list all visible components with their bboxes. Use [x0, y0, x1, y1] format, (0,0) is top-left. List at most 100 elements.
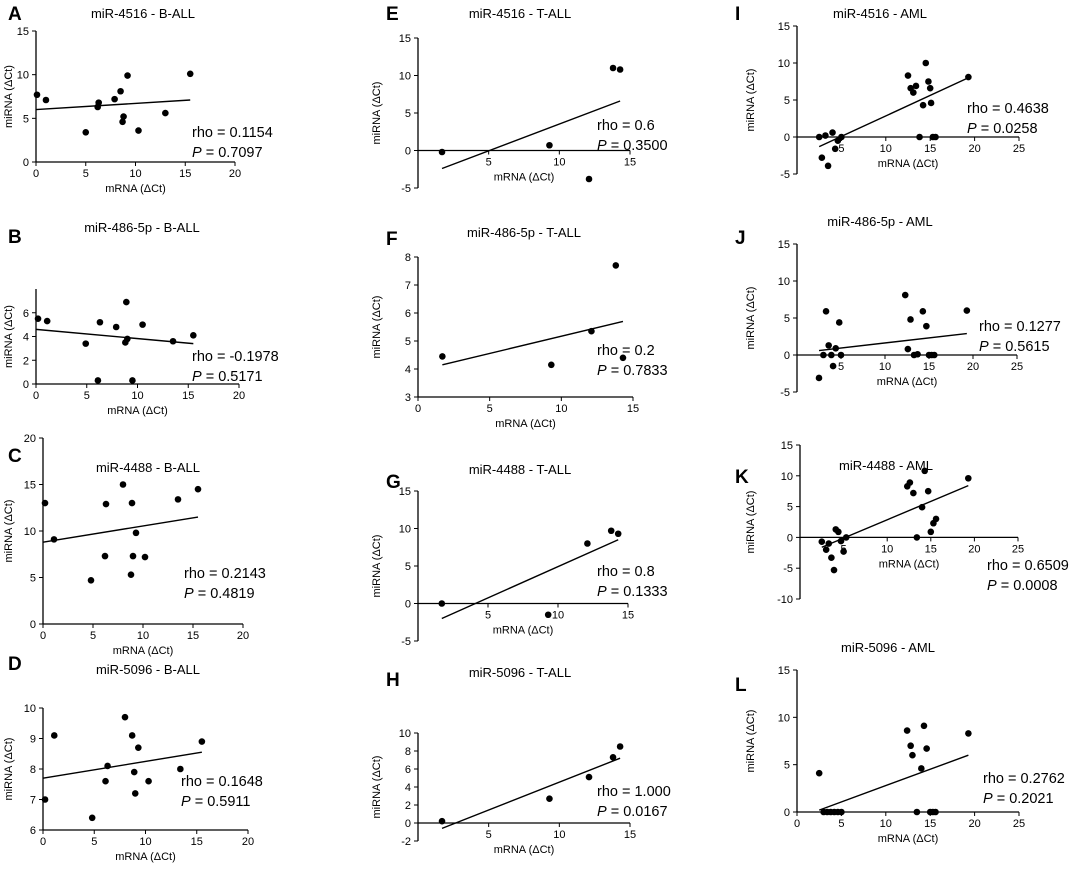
panel-j-point — [837, 351, 845, 359]
panel-h-y-tick-label: -2 — [401, 836, 411, 848]
panel-f-letter: F — [386, 229, 398, 250]
panel-a-point — [135, 127, 142, 134]
panel-k-point — [910, 489, 917, 497]
panel-i-point — [912, 82, 920, 90]
panel-f-x-label: mRNA (ΔCt) — [495, 418, 556, 430]
panel-l-point — [903, 727, 911, 734]
panel-f-x-tick-label: 5 — [487, 403, 493, 415]
panel-b-x-tick-label: 0 — [33, 390, 39, 402]
panel-k-point — [932, 515, 940, 523]
panel-e-y-tick-label: 5 — [405, 108, 411, 120]
panel-j-point — [907, 316, 914, 323]
panel-k-title: miR-4488 - AML — [839, 458, 933, 473]
panel-d-point — [128, 732, 136, 739]
panel-d-point — [41, 796, 49, 803]
panel-e-y-tick-label: 0 — [405, 146, 411, 158]
panel-j-x-label: mRNA (ΔCt) — [877, 376, 938, 388]
panel-d-y-tick-label: 9 — [30, 734, 36, 746]
panel-l-x-label: mRNA (ΔCt) — [878, 833, 939, 845]
panel-c-fit-line — [42, 516, 199, 543]
panel-e-point — [616, 66, 624, 73]
panel-a-point — [111, 95, 118, 103]
panel-l-x-tick-label: 0 — [794, 818, 800, 830]
panel-e-y-tick-label: 15 — [399, 33, 411, 45]
panel-h-letter: H — [386, 670, 400, 691]
panel-j-x-tick-label: 10 — [879, 361, 891, 373]
panel-a-y-tick-label: 5 — [23, 113, 29, 125]
panel-h-y-tick-label: 8 — [405, 746, 411, 758]
panel-j-y-tick-label: -5 — [780, 387, 790, 399]
panel-d-point — [130, 768, 138, 776]
panel-b-point — [129, 377, 136, 384]
panel-j-point — [832, 345, 840, 352]
panel-a-y-tick-label: 10 — [17, 70, 29, 82]
panel-l-x-tick-label: 5 — [838, 818, 844, 830]
panel-h-point — [585, 773, 593, 781]
panel-g-point — [438, 600, 446, 607]
panel-k-point — [840, 548, 847, 555]
panel-i-point — [926, 84, 934, 92]
panel-h-point — [616, 743, 624, 750]
panel-c-rho: rho = 0.2143 — [184, 566, 266, 582]
panel-a-point — [42, 96, 50, 104]
panel-i-x-label: mRNA (ΔCt) — [878, 158, 939, 170]
panel-k-x-tick-label: 20 — [968, 543, 980, 555]
panel-g-point — [607, 527, 615, 535]
panel-c-y-tick-label: 10 — [24, 526, 36, 538]
panel-b-point — [112, 323, 120, 331]
panel-k-y-label: miRNA (ΔCt) — [745, 491, 757, 554]
panel-k-point — [927, 528, 935, 536]
panel-i-point — [925, 78, 932, 85]
panel-a-letter: A — [8, 4, 22, 25]
panel-f-y-tick-label: 3 — [405, 392, 411, 404]
panel-h-x-label: mRNA (ΔCt) — [494, 844, 555, 856]
panel-f-x-tick-label: 0 — [415, 403, 421, 415]
panel-j-y-tick-label: 10 — [778, 276, 790, 288]
panel-h-rho: rho = 1.000 — [597, 784, 671, 800]
panel-i-x-tick-label: 25 — [1013, 143, 1025, 155]
panel-c-y-tick-label: 20 — [24, 433, 36, 445]
panel-k-point — [828, 554, 835, 562]
panel-a-point — [120, 113, 127, 120]
panel-a-point — [95, 99, 102, 106]
panel-b-point — [43, 317, 51, 325]
panel-c-p-value: P = 0.4819 — [184, 586, 255, 602]
panel-l-y-tick-label: 5 — [784, 760, 790, 772]
panel-b-point — [96, 318, 104, 326]
panel-d-point — [104, 762, 111, 770]
panel-i-point — [822, 132, 829, 139]
panel-c-point — [132, 529, 140, 537]
panel-i-point — [922, 59, 930, 67]
panel-d-point — [121, 713, 129, 721]
panel-g-x-label: mRNA (ΔCt) — [493, 625, 554, 637]
panel-l-y-tick-label: 0 — [784, 807, 790, 819]
panel-b-letter: B — [8, 227, 22, 248]
panel-c-x-tick-label: 15 — [187, 630, 199, 642]
panel-c-point — [128, 499, 136, 507]
panel-l-point — [838, 808, 845, 816]
panel-a-point — [119, 118, 126, 126]
panel-e-point — [585, 175, 593, 183]
panel-c-y-label: miRNA (ΔCt) — [3, 500, 15, 563]
panel-b-point — [169, 337, 177, 345]
panel-k-y-tick-label: -5 — [783, 563, 793, 575]
panel-i-point — [965, 73, 972, 81]
panel-d-point — [50, 732, 58, 739]
panel-k-point — [822, 546, 830, 554]
panel-j-point — [815, 374, 823, 382]
panel-j-point — [822, 308, 830, 315]
panel-d-y-tick-label: 8 — [30, 764, 36, 776]
panel-c-x-label: mRNA (ΔCt) — [113, 645, 174, 657]
panel-l-rho: rho = 0.2762 — [983, 771, 1065, 787]
panel-k-x-label: mRNA (ΔCt) — [879, 558, 940, 570]
panel-f-point — [439, 353, 446, 360]
panel-g-letter: G — [386, 472, 401, 493]
panel-g-point — [544, 611, 552, 619]
panel-e-letter: E — [386, 4, 399, 25]
panel-j-point — [904, 345, 912, 353]
panel-e-title: miR-4516 - T-ALL — [469, 6, 571, 21]
panel-h-y-tick-label: 2 — [405, 800, 411, 812]
